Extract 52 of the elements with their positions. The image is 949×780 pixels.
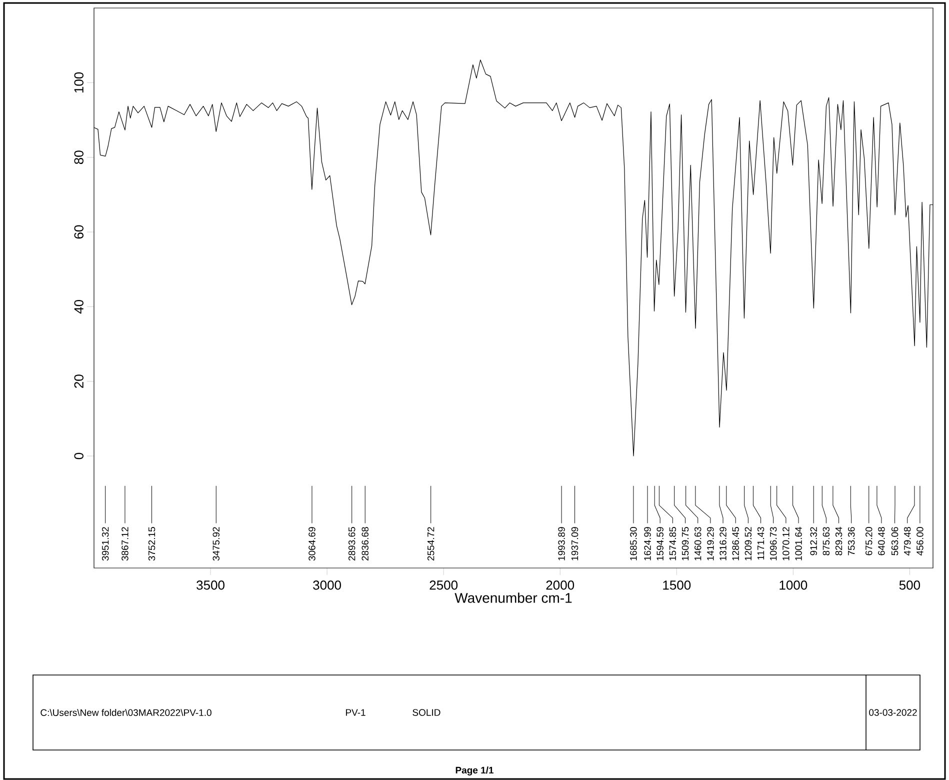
annotation: 1316.29 [720, 527, 726, 560]
x-tick-label: 2000 [546, 580, 574, 590]
annotation: 1993.89 [558, 527, 565, 560]
x-tick-label: 1000 [780, 580, 808, 590]
annotation: 1286.45 [732, 527, 739, 560]
x-tick-label: 3000 [313, 580, 342, 590]
annotation: 1070.12 [782, 527, 790, 560]
x-tick-label: 1500 [663, 580, 691, 590]
y-tick-label: 20 [74, 374, 84, 388]
annotation: 1594.59 [656, 527, 664, 560]
annotation: 1096.73 [770, 527, 777, 560]
text: PV-1 [346, 709, 366, 716]
annotation: 875.63 [822, 527, 830, 556]
y-tick-label: 60 [74, 225, 84, 239]
x-tick-label: 500 [899, 580, 920, 590]
annotation: 675.20 [866, 527, 872, 556]
y-tick-label: 0 [74, 452, 84, 460]
text: 03-03-2022 [869, 709, 917, 716]
annotation: 1419.29 [707, 527, 714, 560]
annotation: 3475.92 [212, 527, 220, 561]
annotation: 1685.30 [630, 527, 637, 560]
annotation: 3951.32 [102, 527, 109, 561]
annotation: 2836.68 [362, 527, 368, 561]
annotation: 1509.75 [682, 527, 689, 560]
text: Page 1/1 [456, 766, 494, 776]
annotation: 2554.72 [427, 527, 434, 561]
y-tick-label: 40 [74, 300, 84, 314]
annotation: 1460.63 [694, 527, 702, 560]
x-tick-label: 2500 [430, 580, 458, 590]
annotation: 1574.85 [669, 527, 676, 560]
annotation: 456.00 [916, 527, 924, 556]
annotation: 1209.52 [744, 527, 752, 560]
annotation: 2893.65 [348, 527, 356, 561]
annotation: 640.48 [878, 527, 885, 556]
annotation: 3867.12 [122, 527, 128, 561]
annotation: 912.32 [810, 527, 817, 556]
annotation: 829.34 [835, 526, 842, 556]
annotation: 1171.43 [757, 527, 764, 560]
annotation: 3064.69 [308, 527, 316, 561]
y-tick-label: 80 [74, 150, 84, 164]
annotation: 563.06 [891, 527, 898, 556]
text: C:\Users\New folder\03MAR2022\PV-1.0 [40, 709, 212, 716]
x-tick-label: 3500 [196, 580, 224, 590]
x-axis-title: Wavenumber cm-1 [454, 592, 572, 603]
y-tick-label: 100 [74, 72, 84, 93]
annotation: 753.36 [848, 527, 855, 556]
annotation: 3752.15 [148, 527, 156, 561]
annotation: 1937.09 [571, 527, 578, 560]
text: SOLID [412, 709, 440, 716]
annotation: 1624.99 [644, 527, 651, 560]
annotation: 479.48 [904, 527, 911, 556]
annotation: 1001.64 [795, 526, 802, 560]
